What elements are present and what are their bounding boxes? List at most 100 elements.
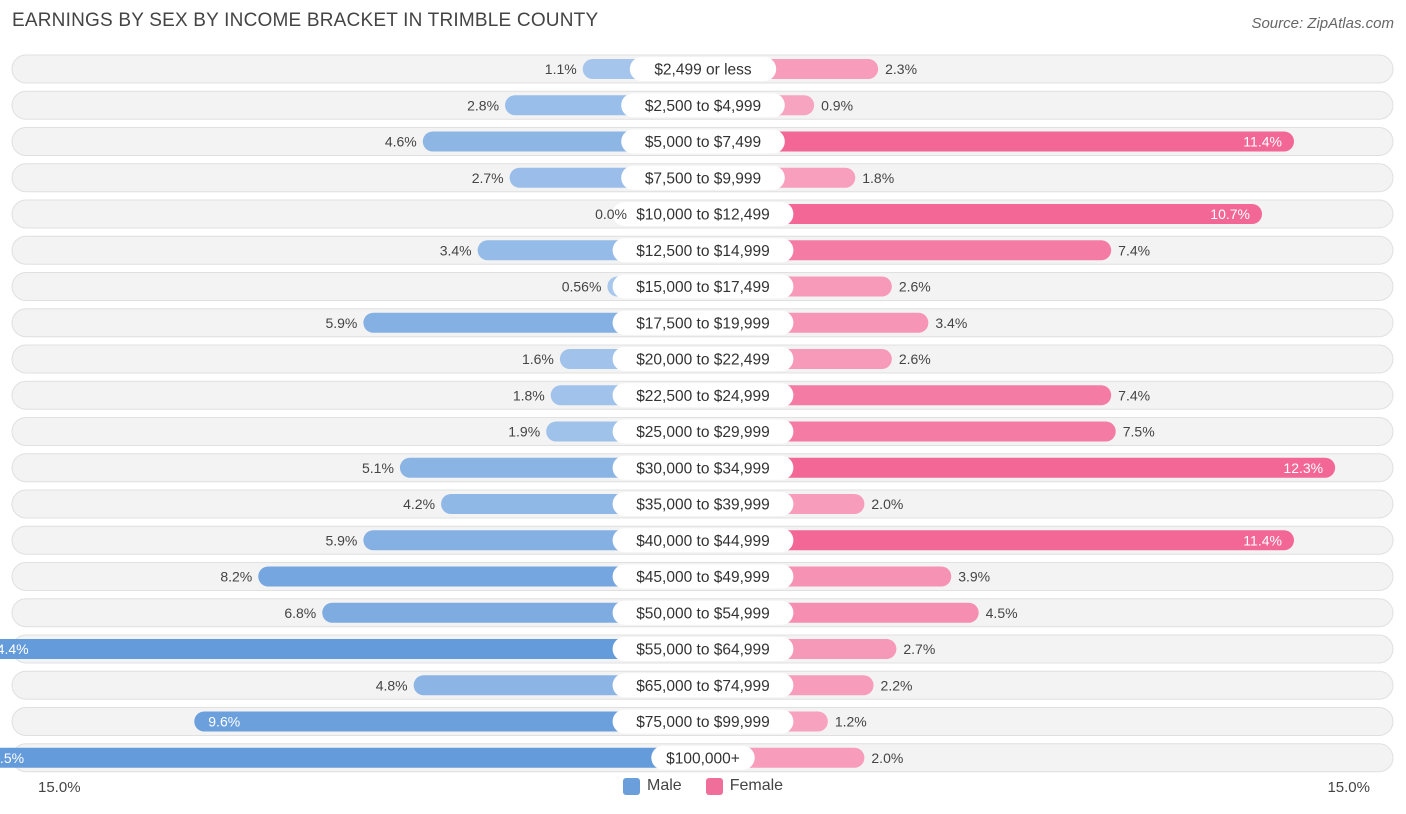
category-label: $50,000 to $54,999 — [636, 605, 770, 622]
value-label-female: 4.5% — [986, 605, 1018, 621]
value-label-female: 3.9% — [958, 569, 990, 585]
category-pill — [621, 93, 785, 118]
category-pill — [612, 202, 794, 226]
category-label: $12,500 to $14,999 — [636, 243, 770, 260]
category-pill — [612, 455, 794, 480]
bar-row: $7,500 to $9,999 2.7% 1.8% — [11, 163, 1394, 193]
legend-swatch-female — [705, 777, 723, 795]
bar-row: $35,000 to $39,999 4.2% 2.0% — [11, 489, 1394, 519]
value-label-female: 1.8% — [862, 170, 894, 186]
category-label: $35,000 to $39,999 — [636, 497, 770, 514]
bar-row: $15,000 to $17,499 0.56% 2.6% — [11, 272, 1394, 301]
legend-label-female: Female — [729, 777, 784, 794]
bar-row: $20,000 to $22,499 1.6% 2.6% — [11, 344, 1394, 374]
value-label-female: 3.4% — [935, 315, 967, 331]
category-label: $17,500 to $19,999 — [636, 315, 770, 332]
bar-row: $12,500 to $14,999 3.4% 7.4% — [11, 235, 1394, 265]
category-pill — [612, 600, 794, 625]
value-label-male: 2.8% — [467, 97, 499, 113]
value-label-female: 2.0% — [871, 750, 903, 766]
category-pill — [612, 238, 794, 263]
bar-row: $25,000 to $29,999 1.9% 7.5% — [11, 417, 1394, 446]
category-pill — [651, 745, 755, 770]
value-label-male: 5.1% — [362, 460, 394, 476]
category-label: $20,000 to $22,499 — [636, 352, 770, 369]
value-label-female: 11.4% — [1243, 532, 1282, 548]
category-label: $40,000 to $44,999 — [636, 533, 770, 550]
category-label: $15,000 to $17,499 — [636, 279, 770, 296]
category-label: $25,000 to $29,999 — [636, 424, 770, 441]
category-pill — [612, 310, 794, 335]
value-label-male: 1.6% — [522, 351, 554, 367]
value-label-female: 2.7% — [903, 641, 935, 657]
category-label: $30,000 to $34,999 — [636, 460, 770, 477]
value-label-female: 1.2% — [835, 714, 867, 730]
value-label-male: 8.2% — [220, 569, 252, 585]
legend-item-male[interactable]: Male — [623, 777, 682, 795]
bar-female — [703, 131, 1294, 152]
bar-row: $22,500 to $24,999 1.8% 7.4% — [11, 380, 1394, 410]
value-label-male: 4.6% — [385, 134, 417, 150]
bar-row: $50,000 to $54,999 6.8% 4.5% — [11, 598, 1394, 628]
bar-row: $75,000 to $99,999 9.6% 1.2% — [11, 707, 1394, 736]
value-label-male: 14.5% — [0, 750, 24, 766]
bar-row: $30,000 to $34,999 5.1% 12.3% — [11, 453, 1394, 483]
category-label: $22,500 to $24,999 — [636, 388, 770, 405]
value-label-male: 6.8% — [284, 605, 316, 621]
value-label-male: 1.1% — [545, 61, 577, 77]
bar-male — [0, 747, 703, 768]
bar-female — [703, 530, 1294, 551]
axis-right-label: 15.0% — [1327, 779, 1370, 796]
bar-female — [703, 204, 1262, 224]
category-label: $5,000 to $7,499 — [645, 134, 761, 151]
category-label: $7,500 to $9,999 — [645, 170, 761, 187]
value-label-male: 9.6% — [208, 714, 240, 730]
bar-male — [322, 602, 703, 623]
bar-female — [703, 385, 1112, 406]
category-label: $2,499 or less — [654, 62, 752, 79]
bar-male — [0, 639, 703, 659]
value-label-female: 2.2% — [881, 677, 913, 693]
bar-female — [703, 457, 1336, 478]
category-pill — [612, 383, 794, 408]
bar-row: $40,000 to $44,999 5.9% 11.4% — [11, 525, 1394, 555]
bar-female — [703, 421, 1116, 442]
value-label-female: 2.0% — [871, 496, 903, 512]
axis-left-label: 15.0% — [38, 779, 81, 796]
value-label-female: 12.3% — [1283, 460, 1323, 476]
value-label-male: 5.9% — [325, 532, 357, 548]
category-pill — [612, 274, 794, 299]
value-label-female: 10.7% — [1210, 206, 1250, 222]
category-pill — [621, 129, 785, 154]
category-pill — [621, 165, 785, 190]
value-label-female: 2.6% — [899, 351, 931, 367]
category-pill — [612, 709, 794, 734]
value-label-female: 2.6% — [899, 279, 931, 295]
category-pill — [612, 564, 794, 589]
bar-row: $10,000 to $12,499 0.0% 10.7% — [11, 199, 1394, 229]
diverging-bar-chart: $2,499 or less 1.1% 2.3% $2,500 to $4,999 2.… — [0, 54, 1394, 773]
value-label-male: 1.9% — [508, 424, 540, 440]
value-label-female: 7.4% — [1118, 387, 1150, 403]
legend-swatch-male — [623, 777, 640, 795]
value-label-female: 7.4% — [1118, 242, 1150, 258]
bar-row: $17,500 to $19,999 5.9% 3.4% — [11, 308, 1394, 338]
category-pill — [612, 673, 794, 698]
category-label: $45,000 to $49,999 — [636, 569, 770, 586]
category-label: $65,000 to $74,999 — [636, 678, 770, 695]
bar-row: $55,000 to $64,999 14.4% 2.7% — [0, 634, 1394, 664]
category-label: $55,000 to $64,999 — [636, 642, 770, 659]
bar-row: $2,499 or less 1.1% 2.3% — [11, 54, 1394, 84]
category-label: $2,500 to $4,999 — [645, 98, 761, 115]
value-label-male: 4.2% — [403, 496, 435, 512]
bar-female — [703, 240, 1112, 261]
value-label-male: 4.8% — [376, 677, 408, 693]
bar-row: $45,000 to $49,999 8.2% 3.9% — [11, 562, 1394, 591]
chart-title: EARNINGS BY SEX BY INCOME BRACKET IN TRI… — [12, 10, 599, 31]
legend-label-male: Male — [647, 777, 682, 794]
bar-male — [194, 711, 703, 732]
category-label: $10,000 to $12,499 — [636, 207, 770, 224]
category-pill — [612, 419, 794, 444]
legend-item-female[interactable]: Female — [705, 777, 784, 795]
value-label-male: 14.4% — [0, 641, 29, 657]
